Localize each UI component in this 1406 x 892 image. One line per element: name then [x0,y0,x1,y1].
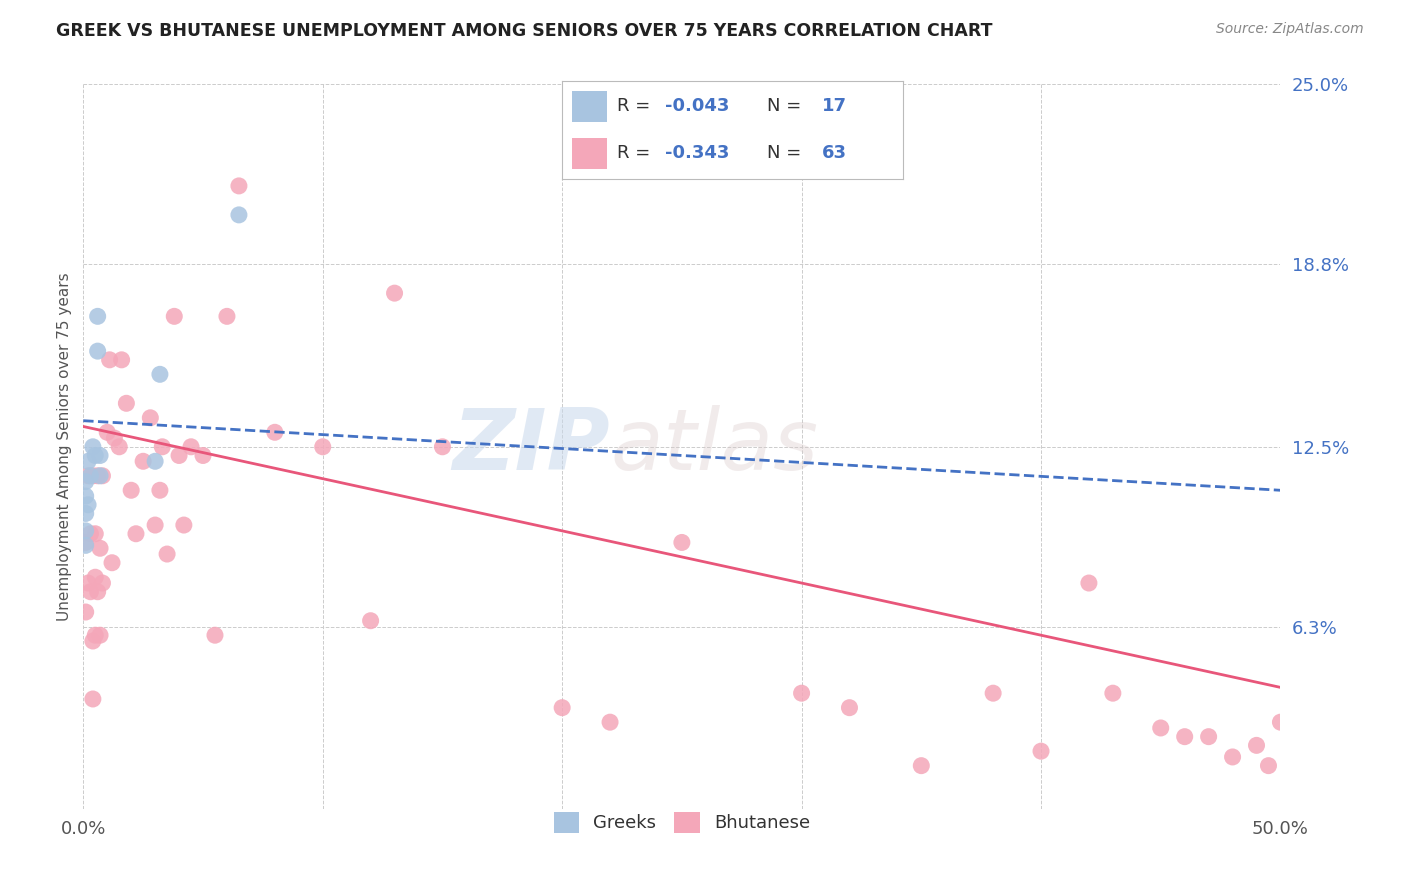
Point [75,507,97,521]
Point [263,425,285,440]
Point [82,634,104,648]
Point [84,526,107,541]
Point [89,468,111,483]
Point [110,352,132,367]
Point [89,541,111,556]
Point [89,449,111,463]
Point [115,396,138,410]
Point [86,344,108,359]
Point [84,628,107,642]
Legend: Greeks, Bhutanese: Greeks, Bhutanese [543,801,821,844]
Point [84,570,107,584]
Point [139,410,162,425]
Point [180,440,202,454]
Point [91,576,114,591]
Point [312,440,335,454]
Point [75,524,97,538]
Point [75,535,97,549]
Point [671,535,693,549]
Point [156,547,179,561]
Text: atlas: atlas [610,405,818,488]
Point [132,454,155,468]
Point [82,468,104,483]
Point [77,468,100,483]
Point [838,700,860,714]
Point [143,454,166,468]
Point [75,475,97,489]
Point [103,431,125,445]
Point [108,440,131,454]
Point [143,518,166,533]
Y-axis label: Unemployment Among Seniors over 75 years: Unemployment Among Seniors over 75 years [58,272,72,621]
Point [1222,750,1244,764]
Text: GREEK VS BHUTANESE UNEMPLOYMENT AMONG SENIORS OVER 75 YEARS CORRELATION CHART: GREEK VS BHUTANESE UNEMPLOYMENT AMONG SE… [56,22,993,40]
Point [1029,744,1052,758]
Point [1270,715,1292,730]
Point [75,489,97,503]
Point [1257,758,1279,772]
Point [215,310,238,324]
Point [599,715,621,730]
Point [79,526,101,541]
Point [101,556,124,570]
Point [228,178,250,193]
Point [89,628,111,642]
Point [149,368,172,382]
Point [173,518,195,533]
Point [910,758,932,772]
Point [150,440,173,454]
Point [790,686,813,700]
Point [86,310,108,324]
Point [1077,576,1099,591]
Point [551,700,574,714]
Point [1246,739,1268,753]
Point [360,614,382,628]
Point [1198,730,1220,744]
Point [75,605,97,619]
Point [384,286,406,301]
Text: ZIP: ZIP [453,405,610,488]
Point [981,686,1004,700]
Point [125,526,148,541]
Point [432,440,454,454]
Point [77,576,100,591]
Point [149,483,172,498]
Text: Source: ZipAtlas.com: Source: ZipAtlas.com [1216,22,1364,37]
Point [75,538,97,552]
Point [86,468,108,483]
Point [98,352,121,367]
Point [86,584,108,599]
Point [204,628,226,642]
Point [1174,730,1197,744]
Point [167,449,190,463]
Point [77,498,100,512]
Point [120,483,142,498]
Point [82,692,104,706]
Point [79,584,101,599]
Point [191,449,214,463]
Point [77,454,100,468]
Point [1102,686,1125,700]
Point [82,440,104,454]
Point [163,310,186,324]
Point [91,468,114,483]
Point [84,449,107,463]
Point [96,425,118,440]
Point [79,468,101,483]
Point [228,208,250,222]
Point [1150,721,1173,735]
